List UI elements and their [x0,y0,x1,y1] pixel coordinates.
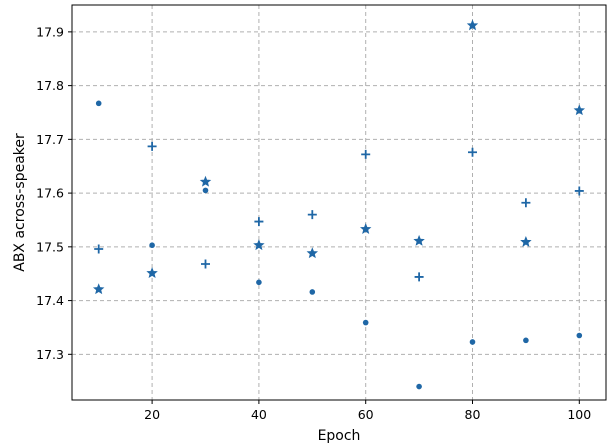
circle-point [149,242,155,249]
circle-point [469,339,476,345]
grid [72,5,606,400]
x-axis-label: Epoch [318,428,361,444]
star-point [146,267,158,279]
circle-point [95,100,102,107]
plus-point [574,186,584,196]
star-point [413,234,425,246]
star-point [359,223,372,234]
star-point [199,175,212,187]
x-tick-label: 60 [358,407,374,422]
star-point [573,104,586,116]
x-tick-label: 80 [465,407,481,422]
plot-frame [71,4,607,401]
star-point [306,247,319,259]
plus-point [254,217,264,227]
y-tick-label: 17.3 [36,347,64,362]
circle-point [256,279,262,286]
y-tick-label: 17.6 [36,186,64,201]
plus-point [361,149,371,159]
circle-point [202,187,209,194]
x-tick-label: 20 [144,407,160,422]
y-tick-label: 17.7 [36,132,64,147]
plus-point [414,272,424,282]
circle-point [523,337,529,344]
circle-point [416,383,422,390]
plus-point [468,147,477,157]
y-tick-label: 17.4 [36,293,64,308]
plus-point [201,259,210,269]
circle-point [362,319,369,326]
circle-point [309,289,316,295]
star-point [253,239,265,251]
plus-point [147,141,157,151]
y-tick-label: 17.8 [36,78,64,93]
star-point [92,283,105,295]
y-axis-label: ABX across-speaker [12,133,28,272]
x-tick-label: 100 [567,407,591,422]
plus-point [521,198,531,208]
star-point [520,235,532,247]
star-point [466,19,479,31]
plus-point [307,210,317,220]
x-tick-label: 40 [251,407,267,422]
axis-ticks: 20 40 60 80 100 17.3 17.4 17.5 17.6 17.7 17.8 17.9 [36,24,591,422]
circle-point [576,332,583,339]
data-points [92,19,586,390]
y-tick-label: 17.5 [36,239,64,254]
y-tick-label: 17.9 [36,24,64,39]
plus-point [94,244,104,254]
